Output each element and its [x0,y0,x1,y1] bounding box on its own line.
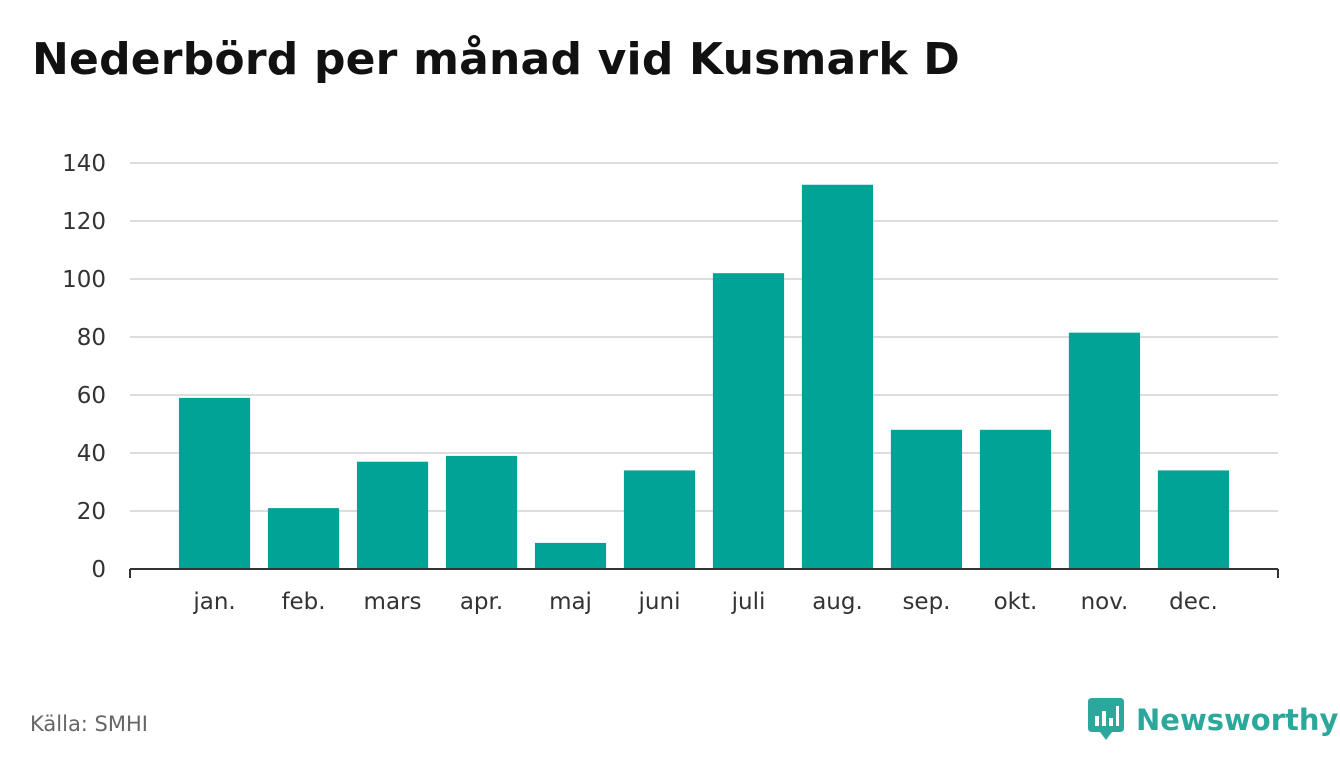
x-tick-label: feb. [281,589,325,615]
x-tick-label: juni [638,589,681,615]
bar-nov [1068,332,1141,569]
bar-okt [979,429,1052,569]
y-tick-label: 80 [77,325,106,351]
bar-juni [623,470,696,569]
brand-name: Newsworthy [1136,703,1339,737]
bars [178,184,1230,569]
bar-feb [267,508,340,569]
x-tick-label: maj [549,589,592,615]
y-tick-label: 120 [62,209,106,235]
y-tick-label: 140 [62,151,106,177]
x-tick-label: apr. [460,589,503,615]
source-note: Källa: SMHI [30,712,148,736]
bar-sep [890,429,963,569]
y-tick-label: 60 [77,383,106,409]
bar-mars [356,461,429,569]
brand-logo: Newsworthy [1088,698,1338,742]
bar-jan [178,397,251,569]
bar-maj [534,542,607,569]
x-tick-label: aug. [812,589,863,615]
x-tick-label: juli [731,589,766,615]
y-tick-label: 0 [91,557,106,583]
newsworthy-chart-bubble-icon [1088,698,1124,740]
y-tick-label: 20 [77,499,106,525]
bar-aug [801,184,874,569]
x-tick-label: jan. [192,589,235,615]
bar-apr [445,455,518,569]
x-tick-label: mars [364,589,422,615]
x-tick-label: nov. [1081,589,1129,615]
x-tick-label: dec. [1169,589,1218,615]
axis-labels: 0 20 40 60 80 100 120 140 jan. feb. mars apr. maj jun… [62,151,1218,615]
bar-juli [712,273,785,569]
y-tick-label: 100 [62,267,106,293]
x-tick-label: okt. [994,589,1038,615]
bar-dec [1157,470,1230,569]
chart-title: Nederbörd per månad vid Kusmark D [32,34,961,85]
bar-chart: 0 20 40 60 80 100 120 140 jan. feb. mars apr. maj jun… [62,151,1279,615]
x-axis [129,568,1279,578]
y-tick-label: 40 [77,441,106,467]
x-tick-label: sep. [902,589,950,615]
